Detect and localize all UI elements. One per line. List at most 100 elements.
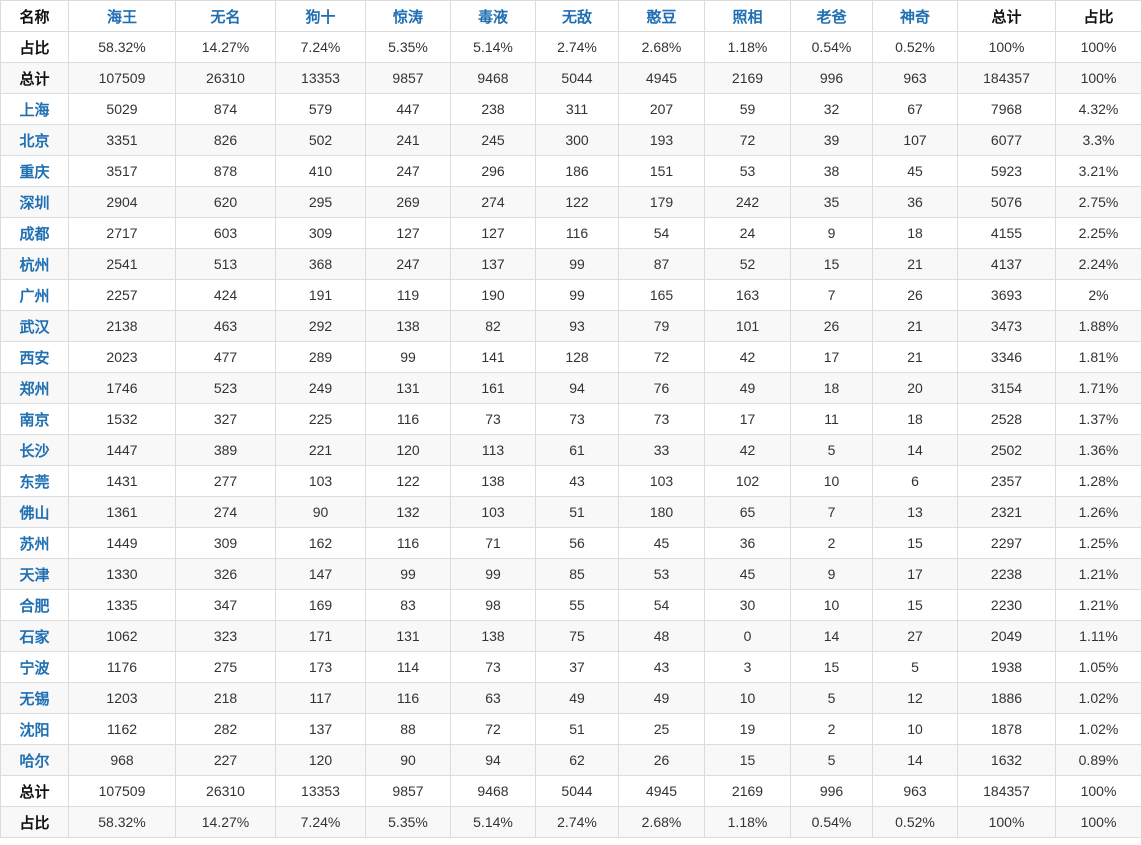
value-cell: 878 bbox=[175, 155, 276, 187]
value-cell: 52 bbox=[704, 248, 791, 280]
value-cell: 347 bbox=[175, 589, 276, 621]
header-movie-cell[interactable]: 憨豆 bbox=[618, 0, 705, 32]
table-body: 占比 58.32% 14.27% 7.24% 5.35% 5.14% 2.74% 2.68% 1… bbox=[0, 31, 1141, 838]
city-name-cell[interactable]: 天津 bbox=[0, 558, 69, 590]
header-movie-cell[interactable]: 神奇 bbox=[872, 0, 958, 32]
value-cell: 7 bbox=[790, 496, 873, 528]
value-cell: 277 bbox=[175, 465, 276, 497]
value-cell: 116 bbox=[365, 527, 451, 559]
value-cell: 42 bbox=[704, 434, 791, 466]
value-cell: 10 bbox=[704, 682, 791, 714]
city-name-cell[interactable]: 重庆 bbox=[0, 155, 69, 187]
city-name-cell[interactable]: 沈阳 bbox=[0, 713, 69, 745]
value-cell: 368 bbox=[275, 248, 366, 280]
value-cell: 71 bbox=[450, 527, 536, 559]
value-cell: 6077 bbox=[957, 124, 1056, 156]
value-cell: 289 bbox=[275, 341, 366, 373]
city-name-cell[interactable]: 武汉 bbox=[0, 310, 69, 342]
city-name-cell[interactable]: 无锡 bbox=[0, 682, 69, 714]
value-cell: 241 bbox=[365, 124, 451, 156]
header-movie-cell[interactable]: 毒液 bbox=[450, 0, 536, 32]
value-cell: 120 bbox=[365, 434, 451, 466]
value-cell: 128 bbox=[535, 341, 619, 373]
value-cell: 4945 bbox=[618, 62, 705, 94]
table-row: 石家 1062 323 171 131 138 75 48 0 14 27 2049 1.11% bbox=[0, 620, 1141, 652]
value-cell: 1.25% bbox=[1055, 527, 1141, 559]
city-name-cell[interactable]: 深圳 bbox=[0, 186, 69, 218]
value-cell: 5 bbox=[790, 744, 873, 776]
value-cell: 249 bbox=[275, 372, 366, 404]
value-cell: 100% bbox=[957, 31, 1056, 63]
value-cell: 36 bbox=[872, 186, 958, 218]
value-cell: 103 bbox=[450, 496, 536, 528]
table-header-row: 名称 海王 无名 狗十 惊涛 毒液 无敌 憨豆 照相 老爸 神奇 总计 占比 bbox=[0, 0, 1141, 32]
city-name-cell[interactable]: 合肥 bbox=[0, 589, 69, 621]
value-cell: 14.27% bbox=[175, 806, 276, 838]
value-cell: 247 bbox=[365, 248, 451, 280]
value-cell: 21 bbox=[872, 310, 958, 342]
city-name-cell[interactable]: 南京 bbox=[0, 403, 69, 435]
city-name-cell[interactable]: 杭州 bbox=[0, 248, 69, 280]
value-cell: 1.88% bbox=[1055, 310, 1141, 342]
city-name-cell[interactable]: 上海 bbox=[0, 93, 69, 125]
value-cell: 114 bbox=[365, 651, 451, 683]
city-name-cell[interactable]: 苏州 bbox=[0, 527, 69, 559]
header-movie-cell[interactable]: 狗十 bbox=[275, 0, 366, 32]
value-cell: 4155 bbox=[957, 217, 1056, 249]
header-movie-cell[interactable]: 无名 bbox=[175, 0, 276, 32]
header-movie-cell[interactable]: 惊涛 bbox=[365, 0, 451, 32]
value-cell: 2 bbox=[790, 713, 873, 745]
value-cell: 32 bbox=[790, 93, 873, 125]
city-name-cell[interactable]: 郑州 bbox=[0, 372, 69, 404]
row-label-cell: 占比 bbox=[0, 806, 69, 838]
value-cell: 19 bbox=[704, 713, 791, 745]
header-movie-cell[interactable]: 老爸 bbox=[790, 0, 873, 32]
value-cell: 30 bbox=[704, 589, 791, 621]
value-cell: 4137 bbox=[957, 248, 1056, 280]
value-cell: 1335 bbox=[68, 589, 176, 621]
city-name-cell[interactable]: 西安 bbox=[0, 341, 69, 373]
value-cell: 3.3% bbox=[1055, 124, 1141, 156]
value-cell: 173 bbox=[275, 651, 366, 683]
city-name-cell[interactable]: 长沙 bbox=[0, 434, 69, 466]
value-cell: 120 bbox=[275, 744, 366, 776]
value-cell: 300 bbox=[535, 124, 619, 156]
value-cell: 309 bbox=[175, 527, 276, 559]
value-cell: 15 bbox=[790, 248, 873, 280]
value-cell: 242 bbox=[704, 186, 791, 218]
value-cell: 1632 bbox=[957, 744, 1056, 776]
row-label-cell: 总计 bbox=[0, 62, 69, 94]
city-name-cell[interactable]: 北京 bbox=[0, 124, 69, 156]
city-name-cell[interactable]: 广州 bbox=[0, 279, 69, 311]
city-name-cell[interactable]: 石家 bbox=[0, 620, 69, 652]
value-cell: 513 bbox=[175, 248, 276, 280]
city-name-cell[interactable]: 宁波 bbox=[0, 651, 69, 683]
value-cell: 169 bbox=[275, 589, 366, 621]
city-name-cell[interactable]: 东莞 bbox=[0, 465, 69, 497]
value-cell: 53 bbox=[618, 558, 705, 590]
value-cell: 968 bbox=[68, 744, 176, 776]
header-movie-cell[interactable]: 无敌 bbox=[535, 0, 619, 32]
city-name-cell[interactable]: 成都 bbox=[0, 217, 69, 249]
value-cell: 55 bbox=[535, 589, 619, 621]
table-row: 哈尔 968 227 120 90 94 62 26 15 5 14 1632 0.89% bbox=[0, 744, 1141, 776]
value-cell: 477 bbox=[175, 341, 276, 373]
value-cell: 63 bbox=[450, 682, 536, 714]
value-cell: 1886 bbox=[957, 682, 1056, 714]
table-row: 郑州 1746 523 249 131 161 94 76 49 18 20 3154 1.71% bbox=[0, 372, 1141, 404]
value-cell: 424 bbox=[175, 279, 276, 311]
value-cell: 56 bbox=[535, 527, 619, 559]
value-cell: 295 bbox=[275, 186, 366, 218]
value-cell: 9 bbox=[790, 558, 873, 590]
city-name-cell[interactable]: 佛山 bbox=[0, 496, 69, 528]
value-cell: 579 bbox=[275, 93, 366, 125]
value-cell: 1.02% bbox=[1055, 713, 1141, 745]
value-cell: 296 bbox=[450, 155, 536, 187]
header-movie-cell[interactable]: 照相 bbox=[704, 0, 791, 32]
value-cell: 207 bbox=[618, 93, 705, 125]
city-name-cell[interactable]: 哈尔 bbox=[0, 744, 69, 776]
header-movie-cell[interactable]: 海王 bbox=[68, 0, 176, 32]
value-cell: 59 bbox=[704, 93, 791, 125]
value-cell: 26 bbox=[790, 310, 873, 342]
